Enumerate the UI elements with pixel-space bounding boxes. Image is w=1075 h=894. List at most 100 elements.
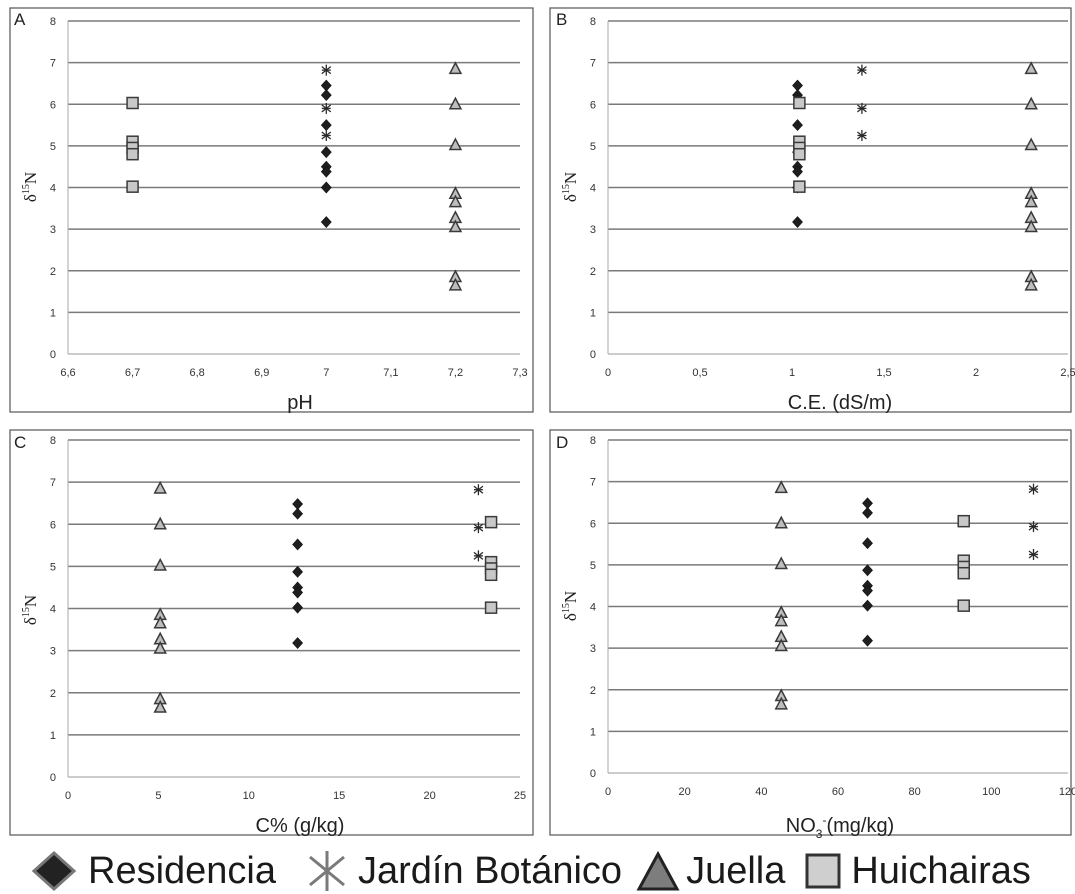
y-tick-label: 5 — [50, 141, 56, 153]
data-point — [957, 599, 970, 612]
y-tick-label: 5 — [590, 141, 596, 153]
x-axis-title: pH — [287, 392, 313, 414]
x-tick-label: 40 — [755, 786, 767, 798]
y-tick-label: 8 — [590, 16, 596, 28]
x-tick-label: 2 — [973, 367, 979, 379]
data-point — [793, 96, 806, 110]
data-point — [320, 165, 332, 178]
data-point — [1024, 137, 1038, 151]
data-point — [292, 586, 304, 599]
data-point — [292, 637, 304, 649]
data-point — [473, 484, 484, 496]
panel-letter: D — [556, 433, 568, 452]
data-point — [774, 556, 789, 570]
series-star — [857, 64, 867, 141]
chart-legend: Residencia Jardín Botánico Juella Huicha… — [30, 848, 1031, 894]
data-point — [321, 64, 332, 76]
series-diamond — [292, 498, 304, 649]
y-tick-label: 3 — [590, 224, 596, 236]
data-point — [957, 514, 970, 528]
diamond-icon — [31, 850, 77, 892]
x-tick-label: 6,6 — [60, 367, 75, 379]
y-tick-label: 3 — [50, 646, 56, 658]
chart-panel-b: 0 1 2 3 4 5 6 7 8 0 0,5 1 1,5 2 2,5 B C.E. (dS/m) δ15N — [549, 7, 1075, 414]
x-tick-label: 20 — [679, 786, 691, 798]
data-point — [484, 515, 498, 529]
panel-frame — [9, 429, 534, 836]
y-tick-label: 0 — [590, 768, 596, 780]
y-tick-label: 7 — [590, 477, 596, 489]
data-point — [320, 216, 332, 228]
y-tick-label: 4 — [590, 183, 596, 195]
data-point — [1024, 61, 1038, 75]
data-point — [1024, 219, 1038, 233]
y-tick-label: 3 — [590, 643, 596, 655]
data-point — [774, 638, 789, 652]
data-point — [792, 216, 803, 228]
data-point — [320, 119, 332, 132]
y-tick-label: 3 — [50, 224, 56, 236]
data-point — [153, 615, 167, 629]
data-point — [857, 129, 867, 141]
y-tick-label: 4 — [50, 183, 56, 195]
x-tick-label: 20 — [423, 790, 435, 802]
y-axis-title: δ15N — [561, 172, 580, 202]
y-tick-label: 6 — [50, 519, 56, 531]
triangle-icon — [636, 850, 680, 891]
series-square — [957, 514, 970, 612]
data-point — [292, 538, 304, 551]
y-tick-label: 8 — [590, 435, 596, 447]
x-tick-label: 6,8 — [189, 367, 204, 379]
legend-item-huichairas: Huichairas — [803, 848, 1031, 894]
x-tick-label: 7,3 — [512, 367, 527, 379]
data-point — [774, 696, 789, 710]
legend-label-juella: Juella — [686, 850, 786, 892]
data-point — [1024, 96, 1038, 110]
y-tick-label: 6 — [590, 518, 596, 530]
series-triangle — [153, 480, 167, 713]
data-point — [857, 102, 867, 114]
x-tick-label: 0,5 — [692, 367, 707, 379]
data-point — [1024, 194, 1038, 208]
series-star — [1028, 483, 1039, 560]
data-point — [484, 568, 498, 582]
panel-letter: C — [14, 433, 26, 452]
series-triangle — [448, 61, 463, 291]
data-point — [126, 147, 139, 161]
panel-frame — [549, 7, 1072, 413]
data-point — [862, 599, 873, 612]
data-point — [448, 194, 463, 208]
panel-frame — [549, 429, 1072, 836]
x-axis-title: C% (g/kg) — [256, 815, 345, 837]
y-tick-label: 0 — [50, 772, 56, 784]
x-tick-label: 6,7 — [125, 367, 140, 379]
data-point — [153, 480, 167, 494]
y-tick-label: 2 — [590, 685, 596, 697]
y-tick-label: 8 — [50, 435, 56, 447]
x-tick-label: 0 — [605, 367, 611, 379]
legend-item-juella: Juella — [636, 848, 803, 894]
data-point — [1024, 277, 1038, 291]
chart-panel-c: 0 1 2 3 4 5 6 7 8 0 5 10 15 20 25 C C% (g/kg) δ15N — [9, 429, 534, 837]
data-point — [957, 566, 970, 580]
y-tick-label: 1 — [590, 726, 596, 738]
asterisk-icon — [309, 851, 345, 891]
panel-letter: A — [14, 10, 26, 29]
data-point — [153, 699, 167, 713]
data-point — [126, 180, 139, 193]
legend-item-jardin: Jardín Botánico — [306, 848, 636, 894]
x-axis-title: C.E. (dS/m) — [788, 392, 892, 414]
data-point — [320, 181, 332, 194]
x-tick-label: 2,5 — [1060, 367, 1075, 379]
x-tick-label: 7,2 — [448, 367, 463, 379]
x-tick-label: 10 — [243, 790, 255, 802]
data-point — [1028, 521, 1039, 533]
data-point — [1028, 548, 1039, 560]
x-tick-label: 60 — [832, 786, 844, 798]
panel-frame — [9, 7, 534, 413]
series-diamond — [862, 497, 873, 647]
data-point — [862, 584, 873, 597]
data-point — [862, 564, 873, 577]
x-tick-label: 100 — [982, 786, 1000, 798]
